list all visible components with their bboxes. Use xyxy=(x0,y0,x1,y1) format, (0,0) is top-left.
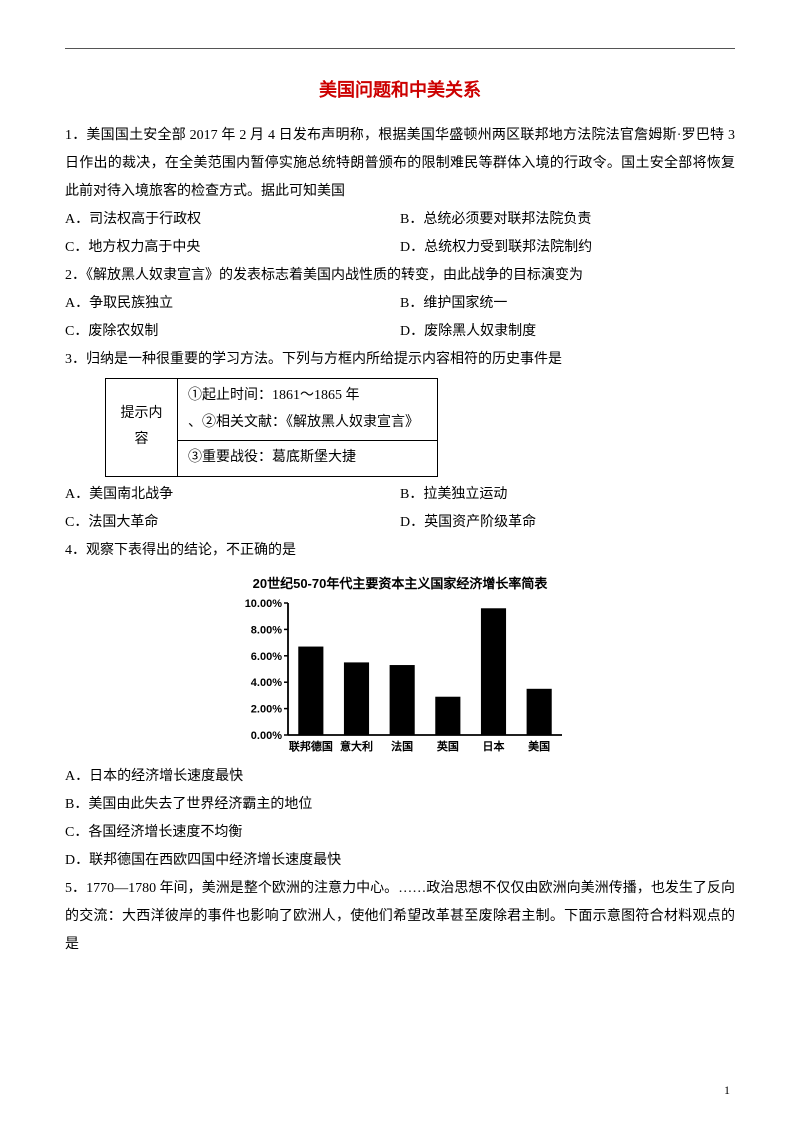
q4-chart-wrap: 20世纪50-70年代主要资本主义国家经济增长率简表 0.00% 2.00% 4.0… xyxy=(65,571,735,757)
q3-table-line2: 、②相关文献：《解放黑人奴隶宣言》 xyxy=(188,410,427,437)
q2-stem: 2．《解放黑人奴隶宣言》的发表标志着美国内战性质的转变，由此战争的目标演变为 xyxy=(65,262,735,290)
q3-options-row2: C．法国大革命 D．英国资产阶级革命 xyxy=(65,509,735,537)
svg-text:美国: 美国 xyxy=(528,739,550,753)
q3-table-left: 提示内容 xyxy=(106,379,178,477)
q2-options-row2: C．废除农奴制 D．废除黑人奴隶制度 xyxy=(65,318,735,346)
q3-table-r3: ③重要战役：葛底斯堡大捷 xyxy=(178,441,438,477)
q1-options-row2: C．地方权力高于中央 D．总统权力受到联邦法院制约 xyxy=(65,234,735,262)
q4-option-b: B．美国由此失去了世界经济霸主的地位 xyxy=(65,791,735,819)
q1-option-a: A．司法权高于行政权 xyxy=(65,206,400,234)
q2-option-c: C．废除农奴制 xyxy=(65,318,400,346)
header-rule xyxy=(65,48,735,49)
q1-stem: 1．美国国土安全部 2017 年 2 月 4 日发布声明称，根据美国华盛顿州两区… xyxy=(65,122,735,206)
q3-option-b: B．拉美独立运动 xyxy=(400,481,735,509)
svg-text:6.00%: 6.00% xyxy=(251,651,282,663)
q3-options-row1: A．美国南北战争 B．拉美独立运动 xyxy=(65,481,735,509)
q3-option-c: C．法国大革命 xyxy=(65,509,400,537)
q3-table-r1: ①起止时间：1861～1865 年 、②相关文献：《解放黑人奴隶宣言》 xyxy=(178,379,438,441)
page-number: 1 xyxy=(724,1078,730,1102)
q4-option-c: C．各国经济增长速度不均衡 xyxy=(65,819,735,847)
q1-option-b: B．总统必须要对联邦法院负责 xyxy=(400,206,735,234)
q3-table-line1: ①起止时间：1861～1865 年 xyxy=(188,383,427,410)
svg-text:联邦德国: 联邦德国 xyxy=(289,739,333,753)
svg-text:法国: 法国 xyxy=(391,739,413,753)
q1-option-c: C．地方权力高于中央 xyxy=(65,234,400,262)
page-title: 美国问题和中美关系 xyxy=(65,72,735,108)
svg-text:2.00%: 2.00% xyxy=(251,703,282,715)
q2-option-d: D．废除黑人奴隶制度 xyxy=(400,318,735,346)
q4-option-a: A．日本的经济增长速度最快 xyxy=(65,763,735,791)
q4-chart-svg: 0.00% 2.00% 4.00% 6.00% 8.00% 10.00% 联邦德国意大利 法国… xyxy=(230,597,570,757)
q1-option-d: D．总统权力受到联邦法院制约 xyxy=(400,234,735,262)
q1-options-row1: A．司法权高于行政权 B．总统必须要对联邦法院负责 xyxy=(65,206,735,234)
q2-option-a: A．争取民族独立 xyxy=(65,290,400,318)
q4-chart: 20世纪50-70年代主要资本主义国家经济增长率简表 0.00% 2.00% 4.0… xyxy=(230,571,570,757)
q3-stem: 3．归纳是一种很重要的学习方法。下列与方框内所给提示内容相符的历史事件是 xyxy=(65,346,735,374)
svg-text:10.00%: 10.00% xyxy=(245,598,283,610)
svg-text:8.00%: 8.00% xyxy=(251,624,282,636)
svg-text:4.00%: 4.00% xyxy=(251,677,282,689)
q3-option-d: D．英国资产阶级革命 xyxy=(400,509,735,537)
q2-option-b: B．维护国家统一 xyxy=(400,290,735,318)
q3-option-a: A．美国南北战争 xyxy=(65,481,400,509)
svg-text:日本: 日本 xyxy=(483,739,505,753)
q2-options-row1: A．争取民族独立 B．维护国家统一 xyxy=(65,290,735,318)
q3-hint-table: 提示内容 ①起止时间：1861～1865 年 、②相关文献：《解放黑人奴隶宣言》… xyxy=(105,378,438,477)
q4-option-d: D．联邦德国在西欧四国中经济增长速度最快 xyxy=(65,847,735,875)
svg-text:英国: 英国 xyxy=(436,739,459,753)
q5-stem: 5．1770—1780 年间，美洲是整个欧洲的注意力中心。……政治思想不仅仅由欧… xyxy=(65,875,735,959)
q4-chart-title: 20世纪50-70年代主要资本主义国家经济增长率简表 xyxy=(230,571,570,597)
svg-text:0.00%: 0.00% xyxy=(251,730,282,742)
svg-text:意大利: 意大利 xyxy=(340,739,373,753)
q4-stem: 4．观察下表得出的结论，不正确的是 xyxy=(65,537,735,565)
